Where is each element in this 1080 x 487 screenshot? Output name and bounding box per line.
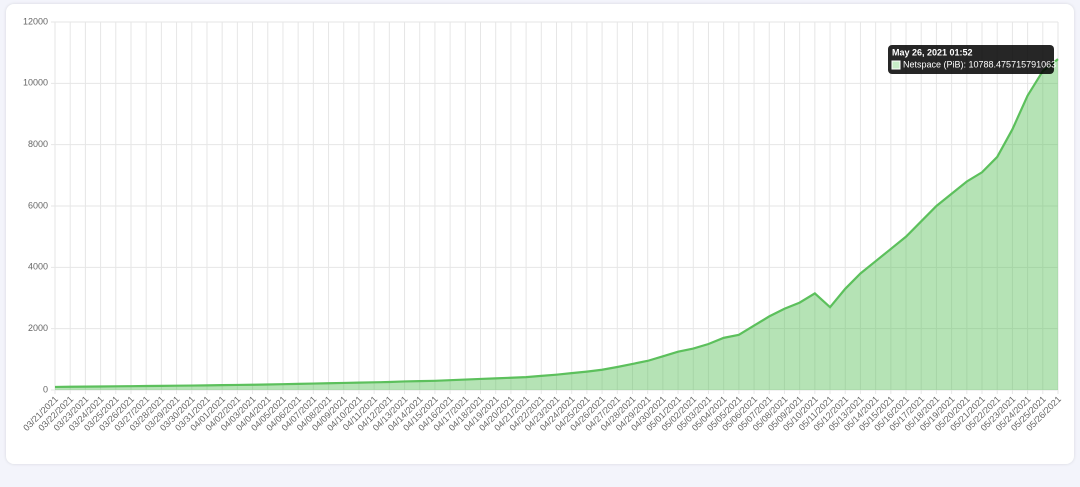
y-tick-label: 10000	[23, 78, 48, 88]
chart-card	[6, 4, 1074, 464]
y-tick-label: 8000	[28, 139, 48, 149]
y-tick-label: 2000	[28, 323, 48, 333]
area	[55, 59, 1058, 390]
y-tick-label: 6000	[28, 200, 48, 210]
y-tick-label: 4000	[28, 262, 48, 272]
tooltip-title: May 26, 2021 01:52	[892, 47, 973, 57]
tooltip-swatch	[891, 60, 901, 70]
line	[54, 58, 1059, 389]
tooltip-text: Netspace (PiB): 10788.475715791063	[903, 59, 1056, 69]
y-tick-label: 12000	[23, 16, 48, 26]
tooltip-box	[888, 45, 1054, 74]
y-tick-label: 0	[43, 384, 48, 394]
